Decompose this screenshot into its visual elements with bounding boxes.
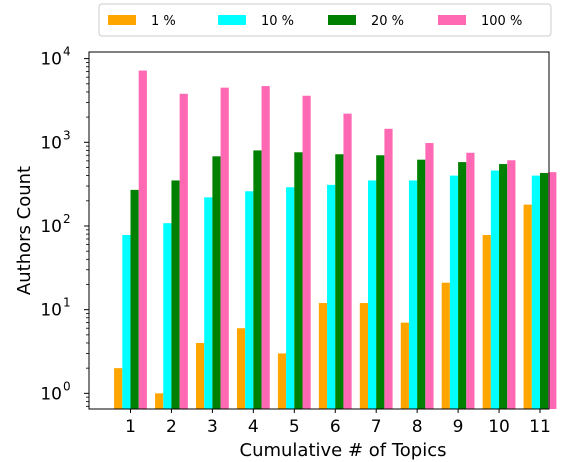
y-axis-label: Authors Count bbox=[14, 166, 35, 295]
bar-2-5 bbox=[286, 187, 295, 409]
bar-1-4 bbox=[236, 328, 246, 409]
legend-swatch bbox=[218, 15, 246, 25]
bar-1-1 bbox=[114, 368, 123, 409]
y-tick-exponent: 0 bbox=[63, 379, 71, 393]
y-tick-exponent: 3 bbox=[63, 128, 71, 142]
bar-1-11 bbox=[523, 204, 532, 409]
bar-2-10 bbox=[490, 170, 500, 409]
bar-4-9 bbox=[466, 152, 475, 410]
bar-3-6 bbox=[335, 154, 344, 409]
bar-1-3 bbox=[196, 342, 205, 409]
bar-1-10 bbox=[482, 235, 491, 409]
bar-4-8 bbox=[425, 143, 434, 409]
bar-4-10 bbox=[507, 160, 516, 409]
y-tick-exponent: 1 bbox=[63, 296, 71, 310]
bar-2-8 bbox=[408, 180, 418, 409]
bar-3-11 bbox=[540, 172, 549, 409]
bar-3-3 bbox=[212, 156, 221, 409]
x-tick-label: 6 bbox=[330, 417, 341, 437]
bars bbox=[114, 70, 557, 410]
legend-swatch bbox=[438, 15, 466, 25]
x-tick-label: 9 bbox=[453, 417, 464, 437]
y-tick-label: 10 bbox=[40, 50, 62, 70]
bar-4-5 bbox=[302, 95, 311, 409]
bar-2-6 bbox=[327, 184, 336, 409]
bar-1-5 bbox=[277, 353, 287, 409]
bar-3-10 bbox=[499, 164, 508, 409]
y-tick-label: 10 bbox=[40, 133, 62, 153]
y-tick-exponent: 4 bbox=[63, 45, 71, 59]
x-tick-label: 5 bbox=[289, 417, 300, 437]
bar-3-2 bbox=[171, 180, 180, 409]
x-tick-label: 3 bbox=[207, 417, 218, 437]
x-tick-label: 7 bbox=[371, 417, 382, 437]
legend-label: 10 % bbox=[261, 14, 294, 29]
bar-4-11 bbox=[548, 172, 557, 409]
plot-frame bbox=[88, 51, 550, 410]
legend: 1 % 10 % 20 % 100 % bbox=[98, 3, 552, 37]
y-tick-label: 10 bbox=[40, 384, 62, 404]
bar-2-11 bbox=[531, 175, 540, 409]
bar-2-7 bbox=[368, 180, 377, 409]
bar-4-3 bbox=[220, 87, 229, 410]
bar-1-7 bbox=[359, 303, 368, 409]
legend-label: 100 % bbox=[481, 14, 522, 29]
bar-3-5 bbox=[294, 152, 303, 409]
bar-3-9 bbox=[458, 162, 467, 409]
legend-swatch bbox=[328, 15, 356, 25]
bar-1-6 bbox=[318, 303, 328, 409]
x-tick-label: 2 bbox=[166, 417, 177, 437]
bar-3-8 bbox=[417, 159, 426, 409]
bar-3-4 bbox=[253, 150, 262, 409]
x-axis-ticks: 1 2 3 4 5 6 7 8 9 10 11 bbox=[125, 409, 551, 437]
bar-3-7 bbox=[376, 155, 385, 409]
bar-4-1 bbox=[138, 70, 147, 409]
legend-swatch bbox=[108, 15, 136, 25]
bar-3-1 bbox=[130, 189, 139, 409]
x-tick-label: 10 bbox=[488, 417, 510, 437]
bar-4-2 bbox=[179, 93, 188, 410]
legend-box bbox=[98, 3, 552, 37]
legend-label: 1 % bbox=[151, 14, 176, 29]
bar-2-4 bbox=[245, 191, 254, 409]
bar-2-3 bbox=[204, 197, 213, 409]
x-tick-label: 4 bbox=[248, 417, 259, 437]
bar-1-8 bbox=[400, 322, 409, 409]
x-tick-label: 11 bbox=[529, 417, 551, 437]
bar-4-7 bbox=[384, 128, 393, 409]
y-tick-label: 10 bbox=[40, 217, 62, 237]
bar-1-2 bbox=[155, 393, 164, 409]
bar-4-6 bbox=[343, 113, 352, 409]
x-tick-label: 8 bbox=[412, 417, 423, 437]
bar-2-2 bbox=[163, 223, 172, 409]
bar-2-9 bbox=[449, 175, 459, 409]
bar-2-1 bbox=[122, 235, 131, 409]
legend-label: 20 % bbox=[371, 14, 404, 29]
y-tick-exponent: 2 bbox=[63, 212, 71, 226]
x-axis-label: Cumulative # of Topics bbox=[240, 440, 447, 461]
bar-4-4 bbox=[261, 86, 270, 410]
x-tick-label: 1 bbox=[125, 417, 136, 437]
bar-1-9 bbox=[441, 282, 450, 409]
y-tick-label: 10 bbox=[40, 301, 62, 321]
